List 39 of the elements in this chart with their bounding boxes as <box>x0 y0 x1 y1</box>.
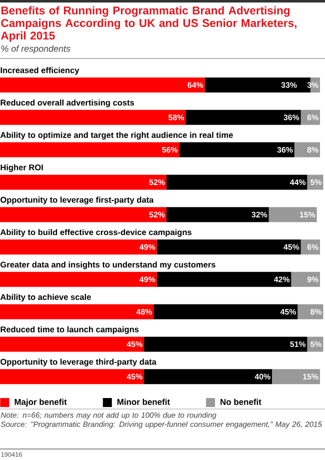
bar <box>291 272 320 287</box>
bar <box>298 304 324 320</box>
bar <box>154 304 298 320</box>
y-tick-label: Greater data and insights to understand my customers <box>0 261 216 270</box>
legend-label: No benefit <box>220 398 262 405</box>
y-tick-label: Increased efficiency <box>0 67 80 75</box>
bar <box>166 174 308 190</box>
bar <box>0 336 144 352</box>
y-tick-label: Opportunity to leverage third-party data <box>0 358 156 366</box>
y-tick-label: Reduced overall advertising costs <box>0 99 134 108</box>
bar <box>0 142 180 158</box>
bar <box>179 142 294 158</box>
y-tick-label: Higher ROI <box>0 164 43 172</box>
bar <box>272 369 320 384</box>
bar <box>0 272 157 287</box>
bar <box>0 110 186 125</box>
bar <box>294 142 320 158</box>
bar <box>268 207 317 222</box>
bar <box>0 240 157 255</box>
y-tick-label: Opportunity to leverage first-party data <box>0 196 154 204</box>
bar <box>0 174 166 190</box>
chart-subtitle: % of respondents <box>1 45 70 54</box>
y-tick-label: Ability to build effective cross-device campaigns <box>0 229 192 237</box>
bar <box>0 78 205 93</box>
legend-label: Minor benefit <box>117 398 170 405</box>
bar <box>0 207 166 222</box>
bar <box>144 369 272 384</box>
bar <box>166 207 269 222</box>
bar <box>144 336 308 352</box>
bar <box>156 240 301 255</box>
bar <box>0 369 144 384</box>
bar <box>0 304 154 320</box>
legend-label: Major benefit <box>14 398 67 407</box>
bar <box>156 272 292 287</box>
y-tick-label: Ability to optimize and target the right audience in real time <box>0 132 233 140</box>
chart-title: Benefits of Running Programmatic Brand Advertising Campaigns According to UK and US Senior Marketers, April 2015 <box>0 6 296 42</box>
bar <box>186 110 301 125</box>
y-tick-label: Reduced time to launch campaigns <box>0 326 139 334</box>
y-tick-label: Ability to achieve scale <box>0 294 91 302</box>
